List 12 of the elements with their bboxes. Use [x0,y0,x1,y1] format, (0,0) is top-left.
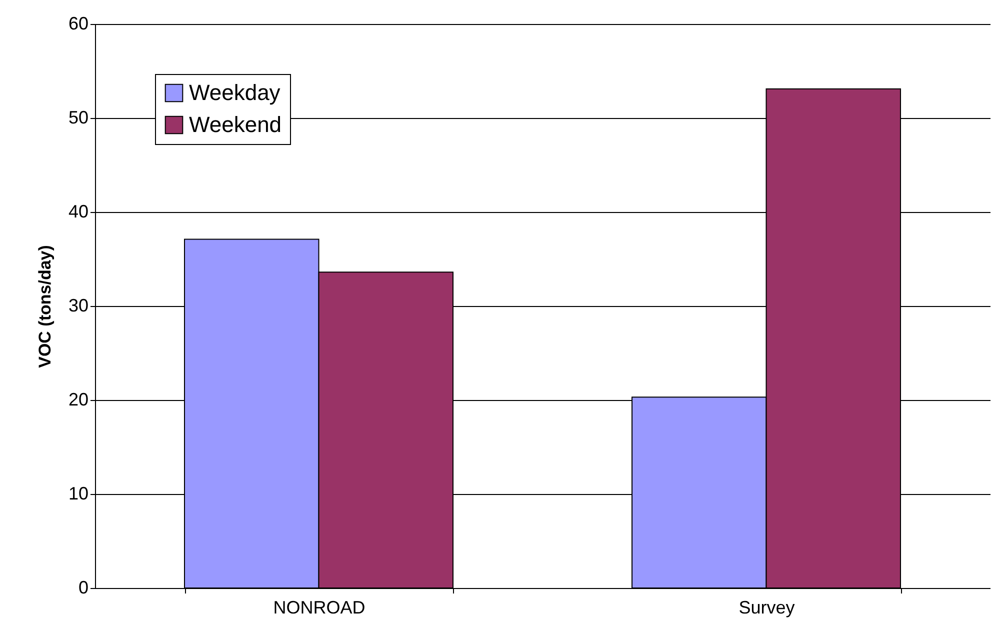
y-tick-label: 30 [68,296,88,316]
y-tick-label: 60 [68,14,88,34]
x-tick-label: NONROAD [273,598,366,618]
y-tick-label: 0 [78,578,88,598]
y-tick-label: 40 [68,202,88,222]
y-tick-label: 50 [68,108,88,128]
y-axis-title: VOC (tons/day) [35,245,54,368]
legend-label: Weekend [189,112,282,137]
y-tick-label: 10 [68,484,88,504]
legend-label: Weekday [189,80,280,105]
y-tick-label: 20 [68,390,88,410]
x-tick-label: Survey [738,598,795,618]
